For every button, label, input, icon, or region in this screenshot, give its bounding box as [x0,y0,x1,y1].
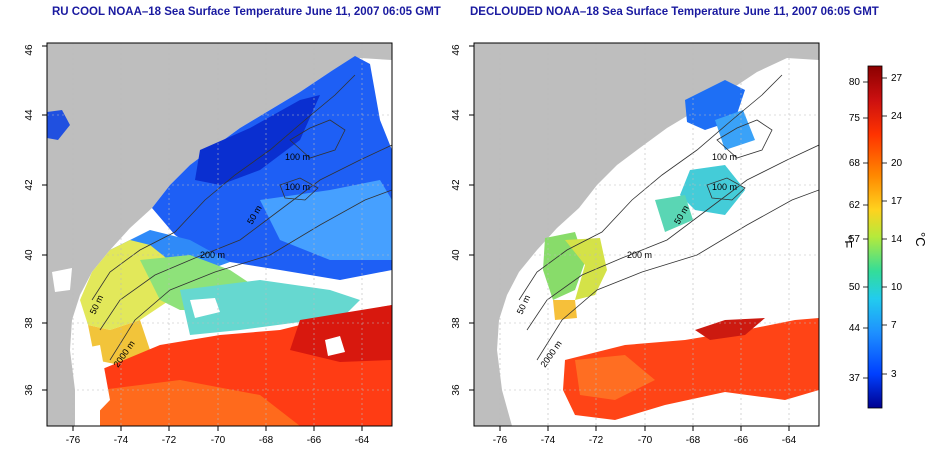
lat-tick-label: 46 [451,44,462,56]
lon-tick-label: -64 [782,435,797,446]
celsius-tick: 10 [891,282,903,293]
lat-tick-label: 38 [24,317,35,329]
celsius-unit-label: °C [913,232,928,247]
lon-tick-label: -64 [355,435,370,446]
fahrenheit-tick: 68 [849,158,861,169]
land-area [47,43,392,426]
lon-tick-label: -72 [162,435,177,446]
fahrenheit-tick: 80 [849,77,861,88]
lat-tick-label: 38 [451,317,462,329]
lat-tick-label: 44 [451,109,462,121]
left-sst-map: 100 m 100 m 200 m 50 m 50 m 2000 m -76 -… [24,42,393,446]
lat-tick-label: 40 [24,249,35,261]
fahrenheit-tick: 37 [849,373,861,384]
fahrenheit-tick: 62 [849,200,861,211]
lon-tick-label: -72 [589,435,604,446]
lon-tick-label: -66 [734,435,749,446]
lon-tick-label: -70 [638,435,653,446]
contour-label: 100 m [285,152,310,162]
lon-tick-label: -66 [307,435,322,446]
temperature-colorbar: 80 75 68 62 57 50 44 37 27 24 20 17 14 1… [845,65,928,409]
lat-tick-label: 42 [24,179,35,191]
contour-label: 100 m [285,182,310,192]
lon-tick-label: -68 [686,435,701,446]
right-map-title: DECLOUDED NOAA–18 Sea Surface Temperatur… [470,6,879,18]
lat-tick-label: 40 [451,249,462,261]
celsius-tick: 7 [891,320,897,331]
contour-label: 100 m [712,182,737,192]
lat-tick-label: 36 [24,384,35,396]
fahrenheit-unit-label: °F [845,235,855,248]
lat-tick-label: 36 [451,384,462,396]
celsius-tick: 20 [891,158,903,169]
land-area [474,43,819,426]
celsius-tick: 24 [891,111,903,122]
lon-tick-label: -74 [541,435,556,446]
right-sst-map: 100 m 100 m 200 m 50 m 50 m 2000 m -76 -… [451,42,820,446]
lon-tick-label: -70 [211,435,226,446]
fahrenheit-tick: 44 [849,323,861,334]
lat-tick-label: 46 [24,44,35,56]
fahrenheit-tick: 75 [849,113,861,124]
celsius-tick: 14 [891,234,903,245]
contour-label: 100 m [712,152,737,162]
contour-label: 200 m [627,250,652,260]
left-map-title: RU COOL NOAA–18 Sea Surface Temperature … [52,6,441,18]
lat-tick-label: 44 [24,109,35,121]
fahrenheit-tick: 50 [849,282,861,293]
lon-tick-label: -76 [66,435,81,446]
gulf-stream-region [563,318,819,420]
lon-tick-label: -76 [493,435,508,446]
lon-tick-label: -68 [259,435,274,446]
lat-tick-label: 42 [451,179,462,191]
contour-label: 200 m [200,250,225,260]
celsius-tick: 27 [891,73,903,84]
celsius-tick: 17 [891,196,903,207]
fahrenheit-tick: 57 [849,234,861,245]
celsius-tick: 3 [891,369,897,380]
colorbar-gradient [867,65,883,409]
lon-tick-label: -74 [114,435,129,446]
